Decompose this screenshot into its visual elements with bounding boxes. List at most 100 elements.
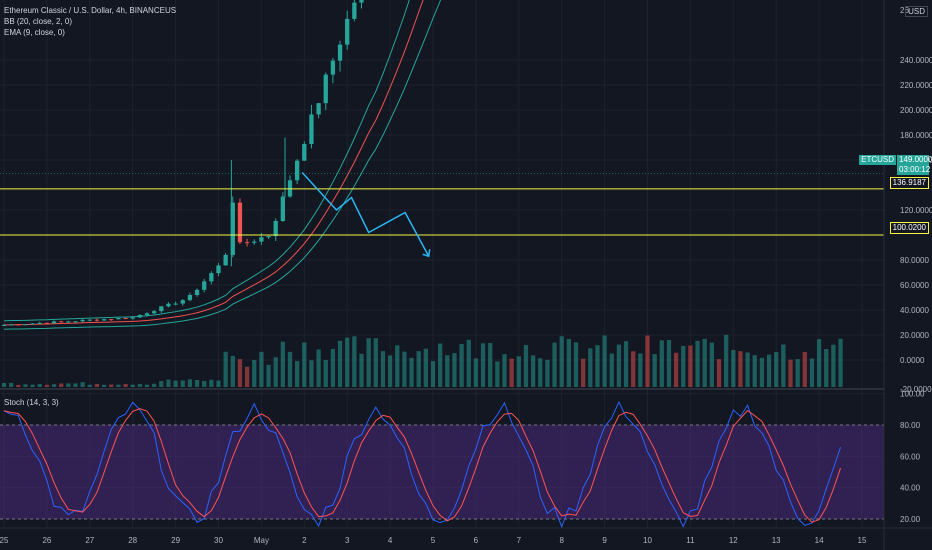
candle-body xyxy=(337,44,343,61)
volume-bar xyxy=(252,360,257,387)
candlesticks[interactable] xyxy=(1,0,843,327)
volume-bar xyxy=(595,345,600,387)
candle-body xyxy=(144,313,150,316)
volume-bar xyxy=(295,361,300,387)
candle-body xyxy=(345,18,350,45)
candle-body xyxy=(280,196,285,221)
candle-body xyxy=(37,322,42,324)
volume-bar xyxy=(409,357,414,387)
volume-bar xyxy=(345,337,350,387)
candle-body xyxy=(59,321,64,323)
volume-bar xyxy=(802,352,807,387)
volume-bar xyxy=(838,338,843,387)
volume-bar xyxy=(316,349,321,387)
time-axis-labels[interactable]: 25 26 27 28 29 30 May 2 3 4 5 6 7 8 9 10 11 12 13 14 15 xyxy=(0,536,867,545)
volume-bar xyxy=(101,384,107,387)
stoch-axis-ticks[interactable]: 100.00 80.00 60.00 40.00 20.00 xyxy=(900,390,925,524)
time-axis-label: 5 xyxy=(431,536,436,545)
volume-bar xyxy=(44,384,50,387)
projection-arrowhead xyxy=(422,249,431,258)
volume-bar xyxy=(80,382,85,387)
volume-bar xyxy=(459,343,464,387)
price-tick-label: 20.0000 xyxy=(900,331,929,340)
volume-bar xyxy=(123,384,128,387)
candle-body xyxy=(330,60,336,75)
price-tick-label: 40.0000 xyxy=(900,306,929,315)
candle-body xyxy=(44,322,50,324)
time-axis-label: 9 xyxy=(602,536,607,545)
projection-path[interactable] xyxy=(301,171,430,257)
price-tick-label: 0.0000 xyxy=(900,356,925,365)
ema-legend[interactable]: EMA (9, close, 0) xyxy=(4,28,65,37)
candle-body xyxy=(266,236,271,238)
candle-body xyxy=(302,144,307,161)
volume-bar xyxy=(659,340,664,387)
volume-bar xyxy=(1,382,7,387)
volume-bar xyxy=(552,342,557,387)
volume-bar xyxy=(666,340,672,387)
volume-bar xyxy=(645,335,650,387)
symbol-title[interactable]: Ethereum Classic / U.S. Dollar, 4h, BINA… xyxy=(4,6,177,15)
candle-body xyxy=(223,254,228,266)
volume-bar xyxy=(430,361,436,387)
volume-bar xyxy=(602,335,607,387)
time-axis-label: 7 xyxy=(517,536,522,545)
volume-bar xyxy=(652,354,657,387)
candle-body xyxy=(259,237,264,242)
candle-body xyxy=(166,303,171,307)
volume-bar xyxy=(766,354,772,387)
volume-bar xyxy=(809,358,815,387)
volume-bar xyxy=(259,351,264,387)
volume-bar xyxy=(51,384,57,387)
volume-bar xyxy=(209,379,214,387)
candle-body xyxy=(9,324,14,326)
candle-body xyxy=(202,281,207,290)
volume-bar xyxy=(724,334,729,387)
currency-label[interactable]: USD xyxy=(905,6,928,17)
volume-bar xyxy=(752,355,757,387)
time-axis-label: 6 xyxy=(474,536,479,545)
indicator-lines xyxy=(3,0,442,330)
volume-bar xyxy=(709,342,714,387)
volume-bar xyxy=(273,357,278,387)
volume-bar xyxy=(395,345,400,387)
volume-bar xyxy=(59,383,64,387)
volume-bar xyxy=(359,353,364,387)
symbol-badge: ETCUSD xyxy=(859,155,896,165)
volume-bar xyxy=(416,351,421,387)
stoch-overbought-oversold-band xyxy=(0,425,884,519)
level-badge-upper: 136.9187 xyxy=(889,177,929,189)
volume-bar xyxy=(731,349,736,387)
price-axis-top-partial: 26 xyxy=(900,6,909,15)
volume-bar xyxy=(216,380,221,387)
volume-bar xyxy=(530,355,536,387)
volume-bar xyxy=(480,343,486,387)
volume-bar xyxy=(695,340,700,387)
price-axis-bottom-partial: -20.0000 xyxy=(900,385,932,394)
volume-bar xyxy=(488,343,493,387)
volume-bar xyxy=(380,351,386,387)
volume-bar xyxy=(166,379,171,387)
time-axis-label: 14 xyxy=(815,536,824,545)
volume-bar xyxy=(202,380,207,387)
time-axis-background xyxy=(0,528,932,550)
volume-bar xyxy=(16,384,21,387)
candle-body xyxy=(295,160,300,181)
stoch-tick-label: 40.00 xyxy=(900,484,921,493)
volume-bar xyxy=(237,359,243,387)
stoch-legend[interactable]: Stoch (14, 3, 3) xyxy=(4,398,59,407)
volume-bar xyxy=(573,342,579,387)
volume-bar xyxy=(759,357,765,387)
stoch-tick-label: 80.00 xyxy=(900,421,921,430)
bb-legend[interactable]: BB (20, close, 2, 0) xyxy=(4,17,73,26)
price-tick-label: 80.0000 xyxy=(900,256,929,265)
candle-body xyxy=(152,311,157,314)
volume-bar xyxy=(609,353,614,387)
candle-body xyxy=(316,103,321,115)
time-axis-label: 4 xyxy=(388,536,393,545)
time-axis-label: 3 xyxy=(345,536,350,545)
candle-body xyxy=(1,325,7,327)
horizontal-levels[interactable] xyxy=(0,173,884,236)
candle-body xyxy=(187,295,193,301)
